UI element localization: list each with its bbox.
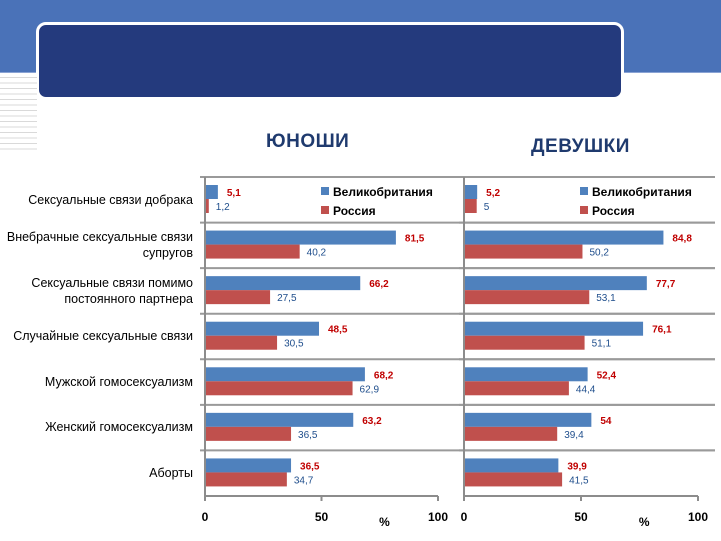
data-label: 63,2 xyxy=(362,416,382,427)
chart-title-girls: ДЕВУШКИ xyxy=(531,136,630,157)
data-label: 51,1 xyxy=(592,339,612,350)
bar-uk xyxy=(465,276,647,291)
legend-swatch xyxy=(580,187,588,195)
x-tick-label: 50 xyxy=(315,510,329,524)
data-label: 5 xyxy=(484,202,490,213)
data-label: 34,7 xyxy=(294,475,314,486)
legend-label: Великобритания xyxy=(333,185,433,199)
data-label: 62,9 xyxy=(360,384,380,395)
x-axis-label: % xyxy=(379,515,390,529)
bar-russia xyxy=(465,381,569,396)
data-label: 81,5 xyxy=(405,234,425,245)
bar-uk xyxy=(206,321,320,336)
bar-russia xyxy=(465,472,563,487)
data-label: 50,2 xyxy=(589,248,609,259)
bar-russia xyxy=(465,426,558,441)
bar-russia xyxy=(206,381,353,396)
bar-uk xyxy=(465,230,664,245)
legend-label: Россия xyxy=(592,204,635,218)
bar-russia xyxy=(206,472,287,487)
x-tick-label: 100 xyxy=(428,510,448,524)
bar-russia xyxy=(206,335,278,350)
bar-russia xyxy=(206,426,292,441)
data-label: 39,9 xyxy=(567,461,587,472)
bar-uk xyxy=(206,185,218,199)
category-label: Женский гомосексуализм xyxy=(45,420,193,435)
title-box xyxy=(36,22,624,100)
category-label: Сексуальные связи помимо постоянного пар… xyxy=(31,275,193,306)
data-label: 41,5 xyxy=(569,475,589,486)
legend-label: Россия xyxy=(333,204,376,218)
data-label: 40,2 xyxy=(307,248,327,259)
decorative-stripes xyxy=(0,77,37,152)
x-tick-label: 0 xyxy=(461,510,468,524)
bar-uk xyxy=(206,276,361,291)
category-label: Сексуальные связи добрака xyxy=(28,192,193,207)
bar-russia xyxy=(465,244,583,259)
data-label: 77,7 xyxy=(656,279,676,290)
bar-russia xyxy=(206,199,209,213)
x-tick-label: 0 xyxy=(202,510,209,524)
data-label: 84,8 xyxy=(672,234,692,245)
data-label: 66,2 xyxy=(369,279,389,290)
legend-swatch xyxy=(321,206,329,214)
category-label: Случайные сексуальные связи xyxy=(13,329,193,344)
data-label: 48,5 xyxy=(328,325,348,336)
data-label: 52,4 xyxy=(597,370,617,381)
data-label: 68,2 xyxy=(374,370,394,381)
x-tick-label: 100 xyxy=(688,510,708,524)
category-label: Мужской гомосексуализм xyxy=(44,374,193,389)
x-tick-label: 50 xyxy=(574,510,588,524)
bar-uk xyxy=(465,458,559,473)
x-axis-label: % xyxy=(639,515,650,529)
data-label: 30,5 xyxy=(284,339,304,350)
data-label: 5,1 xyxy=(227,188,241,199)
legend-swatch xyxy=(321,187,329,195)
bar-russia xyxy=(206,244,300,259)
category-label: Внебрачные сексуальные связи супругов xyxy=(6,230,193,261)
bar-uk xyxy=(465,367,588,382)
data-label: 53,1 xyxy=(596,293,616,304)
bar-uk xyxy=(465,412,592,427)
data-label: 36,5 xyxy=(298,430,318,441)
bar-russia xyxy=(465,335,585,350)
legend-label: Великобритания xyxy=(592,185,692,199)
data-label: 5,2 xyxy=(486,188,500,199)
bar-uk xyxy=(206,458,292,473)
data-label: 76,1 xyxy=(652,325,672,336)
bar-russia xyxy=(465,199,477,213)
bar-uk xyxy=(465,321,644,336)
data-label: 27,5 xyxy=(277,293,297,304)
data-label: 36,5 xyxy=(300,461,320,472)
data-label: 44,4 xyxy=(576,384,596,395)
chart-title-boys: ЮНОШИ xyxy=(266,131,350,152)
bar-russia xyxy=(206,290,271,305)
data-label: 39,4 xyxy=(564,430,584,441)
bar-russia xyxy=(465,290,590,305)
data-label: 1,2 xyxy=(216,202,230,213)
bar-uk xyxy=(465,185,478,199)
data-label: 54 xyxy=(600,416,612,427)
bar-uk xyxy=(206,367,365,382)
legend-swatch xyxy=(580,206,588,214)
bar-uk xyxy=(206,412,354,427)
category-label: Аборты xyxy=(149,465,193,480)
bar-uk xyxy=(206,230,396,245)
